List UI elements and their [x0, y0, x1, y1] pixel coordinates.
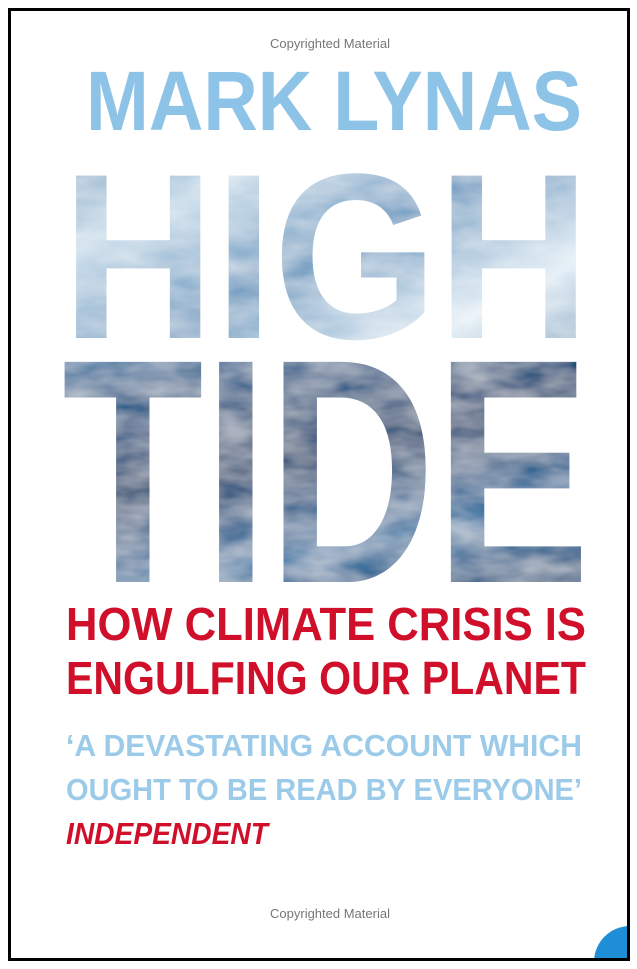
watermark: Copyrighted Material: [270, 906, 390, 921]
subtitle-line: ENGULFING OUR PLANET: [66, 652, 586, 704]
title-line: TIDE: [62, 292, 590, 650]
quote-line: ‘A DEVASTATING ACCOUNT WHICH: [66, 728, 582, 763]
subtitle-line: HOW CLIMATE CRISIS IS: [66, 598, 586, 650]
watermark: Copyrighted Material: [270, 36, 390, 51]
book-cover: Copyrighted Material MARK LYNAS HIGH TID…: [0, 0, 637, 969]
quote-line: OUGHT TO BE READ BY EVERYONE’: [66, 772, 582, 807]
page: Copyrighted Material MARK LYNAS HIGH TID…: [0, 0, 637, 969]
quote-source: INDEPENDENT: [66, 816, 271, 851]
